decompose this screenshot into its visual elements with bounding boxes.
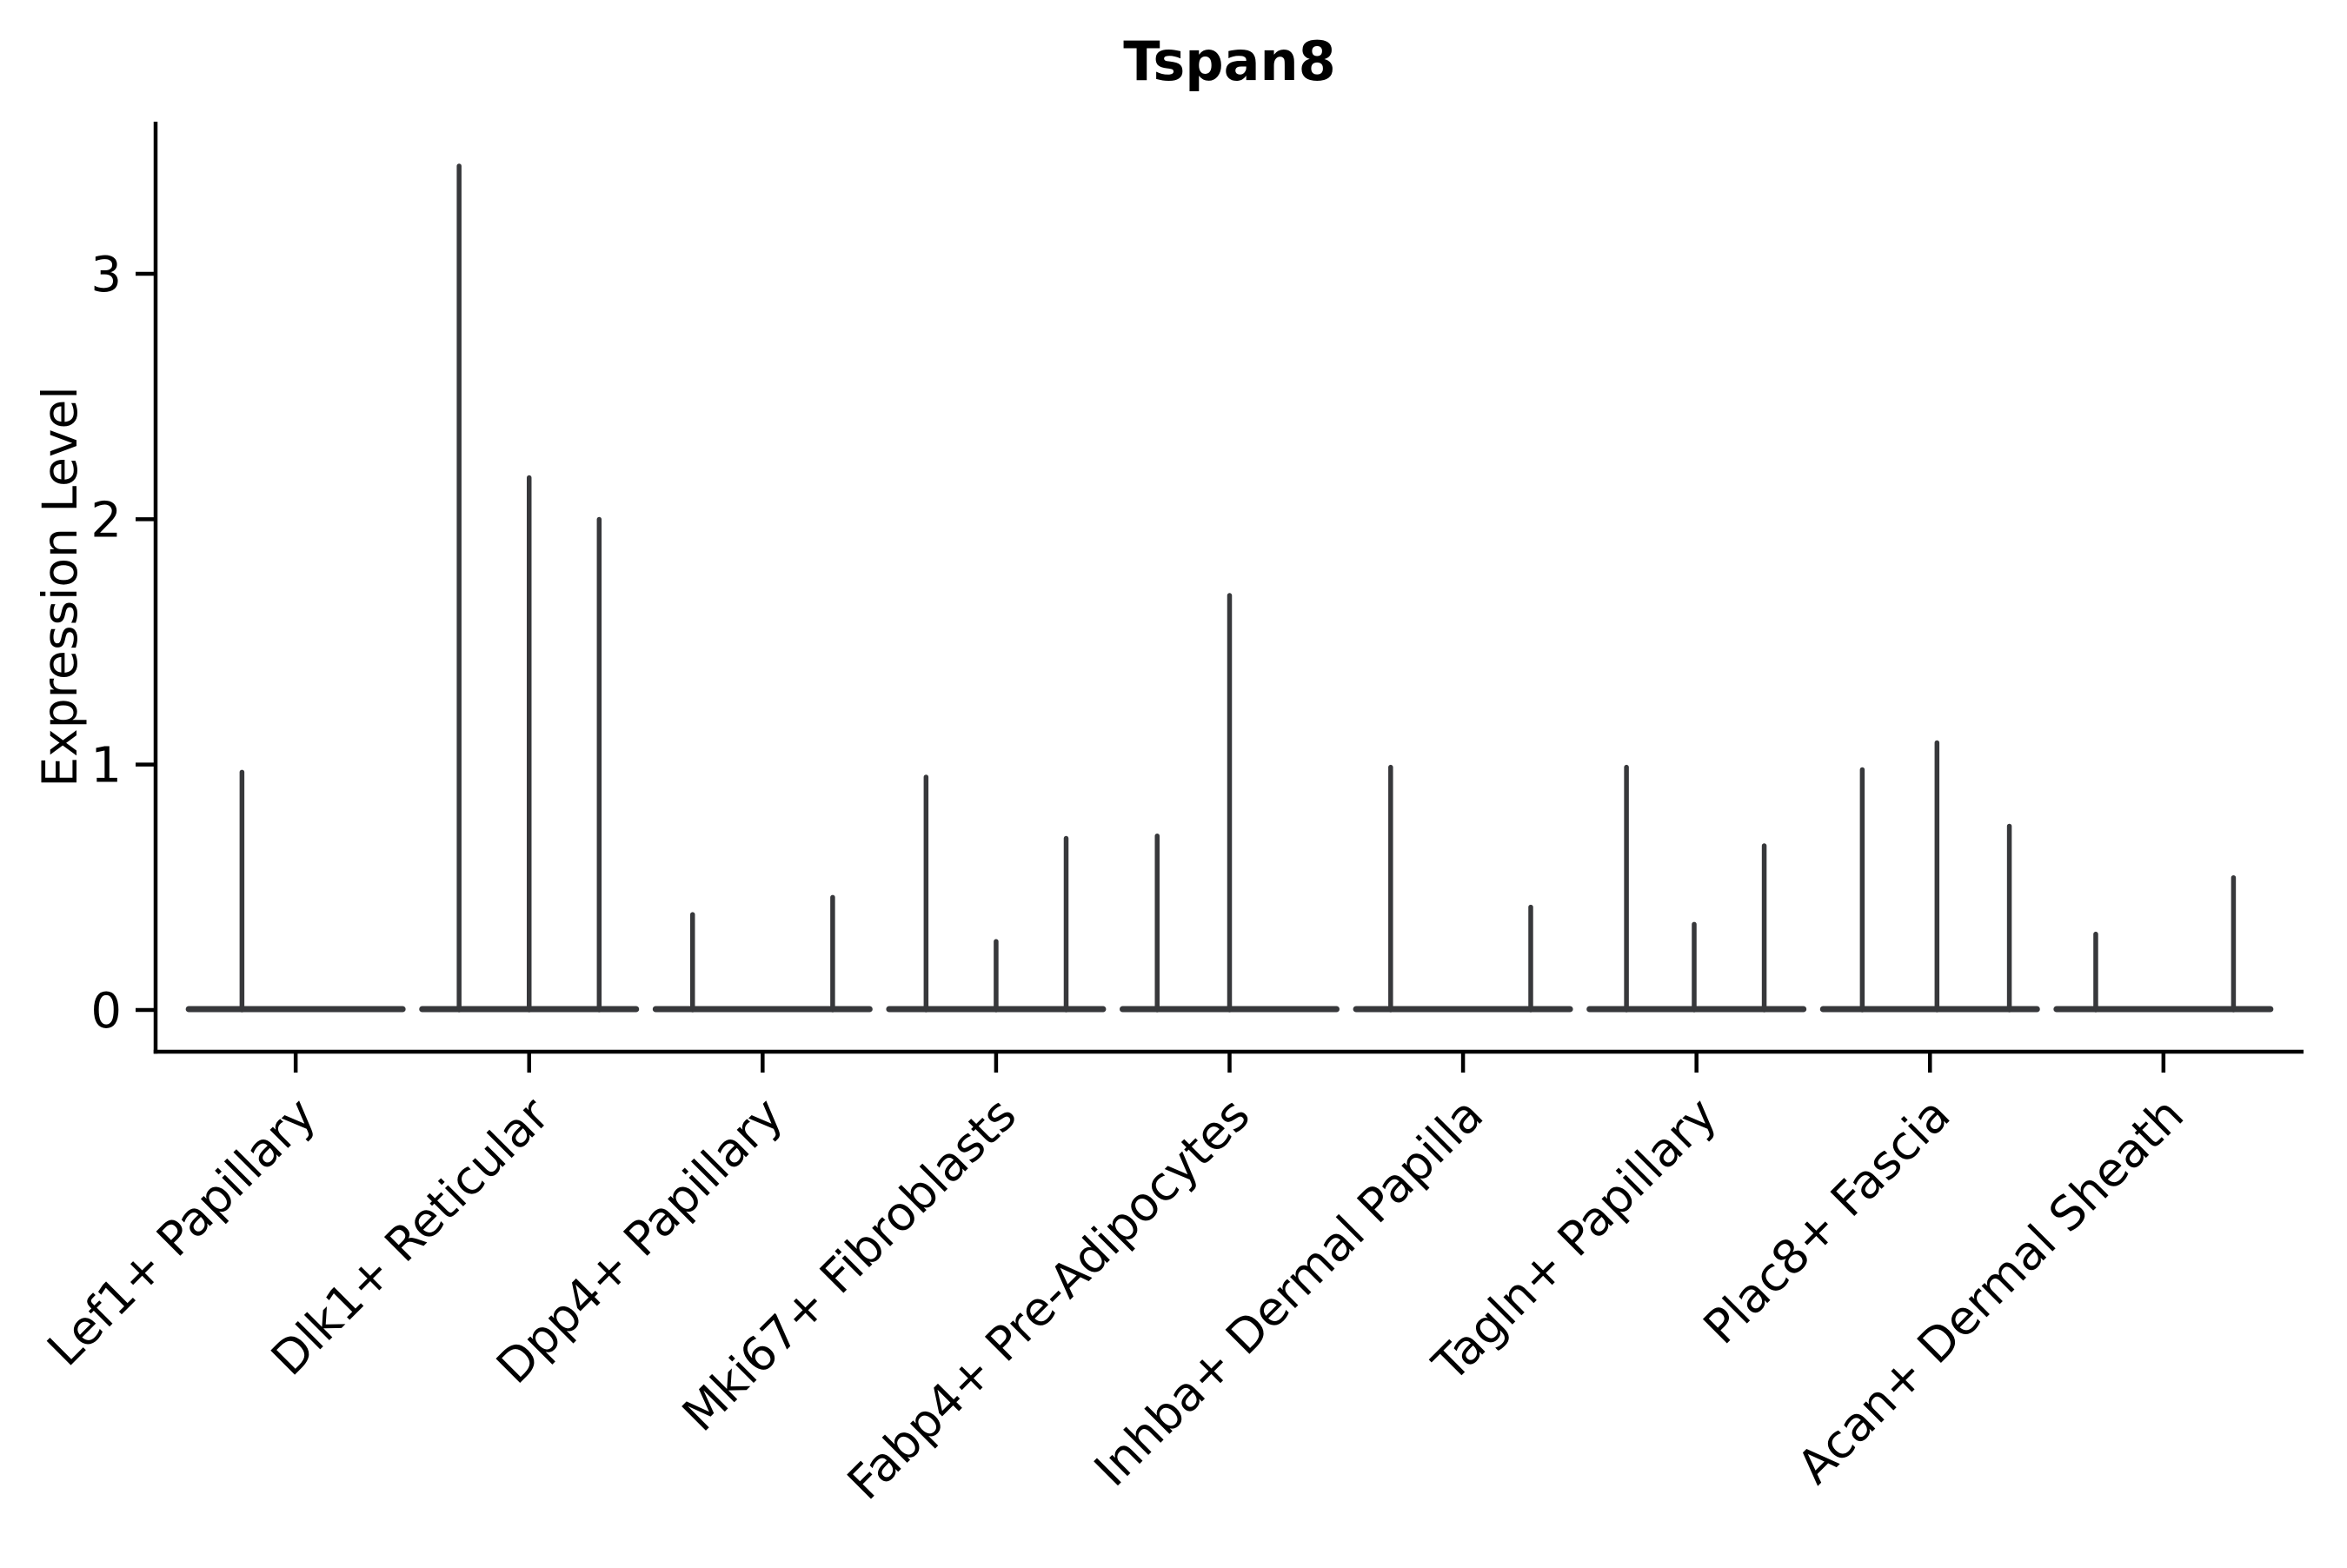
- x-tick-label: Acan+ Dermal Sheath: [1787, 1087, 2194, 1494]
- y-tick-label: 1: [90, 738, 122, 794]
- y-tick-label: 2: [90, 492, 122, 548]
- y-tick-label: 0: [90, 983, 122, 1040]
- chart-title: Tspan8: [1123, 30, 1335, 93]
- x-tick-label: Inhba+ Dermal Papilla: [1084, 1087, 1493, 1497]
- y-tick-label: 3: [90, 247, 122, 303]
- y-axis-title: Expression Level: [32, 386, 88, 787]
- x-tick-label: Fabp4+ Pre-Adipocytes: [837, 1087, 1260, 1511]
- x-tick-label: Plac8+ Fascia: [1693, 1087, 1961, 1355]
